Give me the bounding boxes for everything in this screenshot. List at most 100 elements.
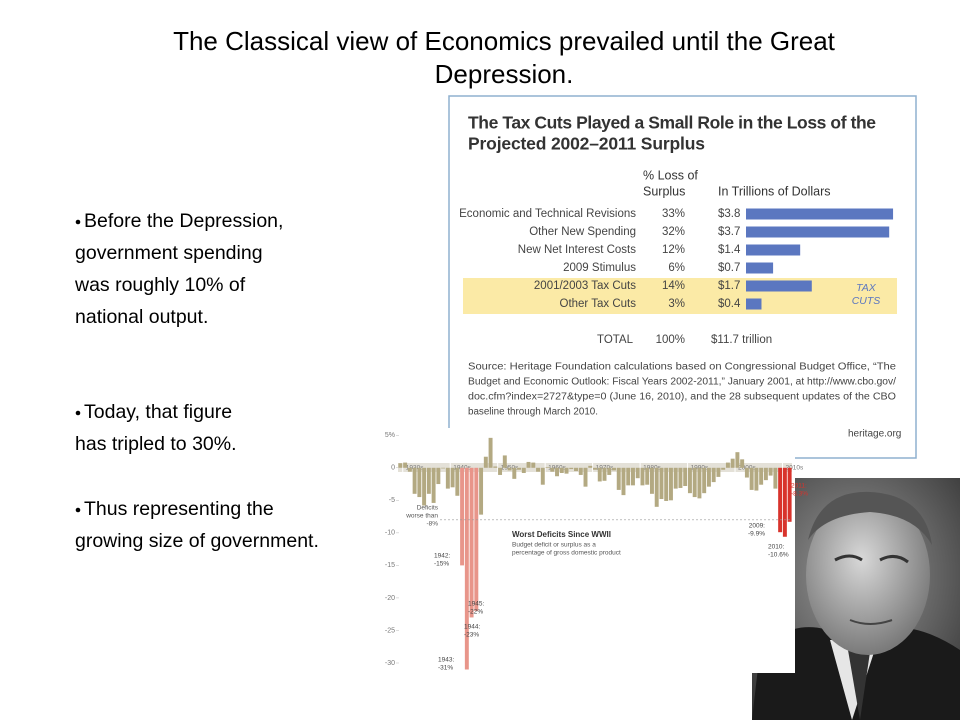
bar [749,467,754,490]
bar [645,467,650,485]
value-label: $3.7 [718,226,740,238]
bar [450,467,455,488]
value-label: $1.7 [718,280,740,292]
bar [593,467,597,470]
bar [716,467,721,477]
bar [664,467,669,501]
bar [564,467,569,474]
decade-band [398,463,792,472]
bullet-dot [75,410,81,416]
bar [422,467,427,506]
bar [640,467,645,486]
bullet-text: national output. [75,306,208,328]
row-label: Economic and Technical Revisions [459,208,636,220]
bar [763,467,768,481]
y-tick-label: -25 [385,627,395,634]
bar [583,467,588,487]
portrait-photo [752,478,960,720]
bar [687,467,692,494]
bar [746,298,762,310]
bar [403,462,408,468]
bar [469,467,474,618]
bar [464,467,469,670]
bar [412,467,417,494]
bar [702,467,707,494]
bullet-dot [75,507,81,513]
bar [407,467,412,472]
highlight-label: CUTS [852,295,881,307]
bar [740,459,745,468]
footer: heritage.org [848,429,901,440]
row-label: Other New Spending [529,226,636,238]
bar [768,467,773,476]
column-header: In Trillions of Dollars [718,184,831,198]
bar [431,467,436,503]
tax-chart-title: The Tax Cuts Played a Small Role in the … [468,113,876,133]
bar [673,467,678,489]
total-percent: 100% [656,334,685,346]
bar [479,467,484,515]
bar [526,461,531,468]
bar [536,467,541,472]
row-label: Other Tax Cuts [560,298,637,310]
threshold-label: Deficits [417,505,439,512]
bar [540,467,545,485]
bar [744,467,749,478]
bar [746,280,812,292]
bar [588,465,593,468]
source-note: Budget and Economic Outlook: Fiscal Year… [468,377,896,388]
bar [754,467,759,491]
total-value: $11.7 trillion [711,334,772,346]
bar [616,467,621,490]
y-tick-label: -20 [385,595,395,602]
annotation: 2011: [791,483,807,490]
highlight-band [463,278,897,314]
bullet-text: government spending [75,242,263,264]
bar [782,467,787,537]
bar [711,467,716,483]
threshold-label: -8% [426,521,438,528]
y-tick-label: -30 [385,660,395,667]
decade-label: 2010s [786,465,804,472]
bar [773,467,778,489]
bar [545,467,550,468]
bar [602,467,607,481]
percent-label: 3% [668,298,685,310]
y-tick-label: -10 [385,530,395,537]
annotation: -10.6% [768,552,789,559]
bar [521,467,526,473]
bar [517,467,522,470]
value-label: $3.8 [718,208,740,220]
percent-label: 12% [662,244,685,256]
bar [559,467,564,473]
bar [626,467,631,486]
row-label: 2001/2003 Tax Cuts [534,280,636,292]
annotation: 1943: [438,657,454,664]
bar [474,467,479,611]
annotation: -23% [464,632,479,639]
bar [746,208,894,220]
y-tick-label: -15 [385,562,395,569]
threshold-label: worse than [405,513,438,520]
bar [436,467,441,485]
percent-label: 6% [668,262,685,274]
bullet-text: was roughly 10% of [74,274,246,296]
bullet-text: has tripled to 30%. [75,433,237,455]
slide-title: The Classical view of Economics prevaile… [173,26,836,56]
bullet-dot [75,219,81,225]
bar [659,467,664,500]
annotation: -31% [438,665,453,672]
bar [512,467,517,479]
bar [735,452,740,468]
annotation: 2010: [768,544,784,551]
bar [455,467,460,496]
annotation: -9.9% [748,531,765,538]
chart-title: Worst Deficits Since WWII [512,530,611,539]
bar [612,467,616,471]
bar [746,226,890,238]
bar [550,467,555,472]
bar [597,467,602,482]
bar [697,467,702,499]
column-header: % Loss of [643,168,698,182]
